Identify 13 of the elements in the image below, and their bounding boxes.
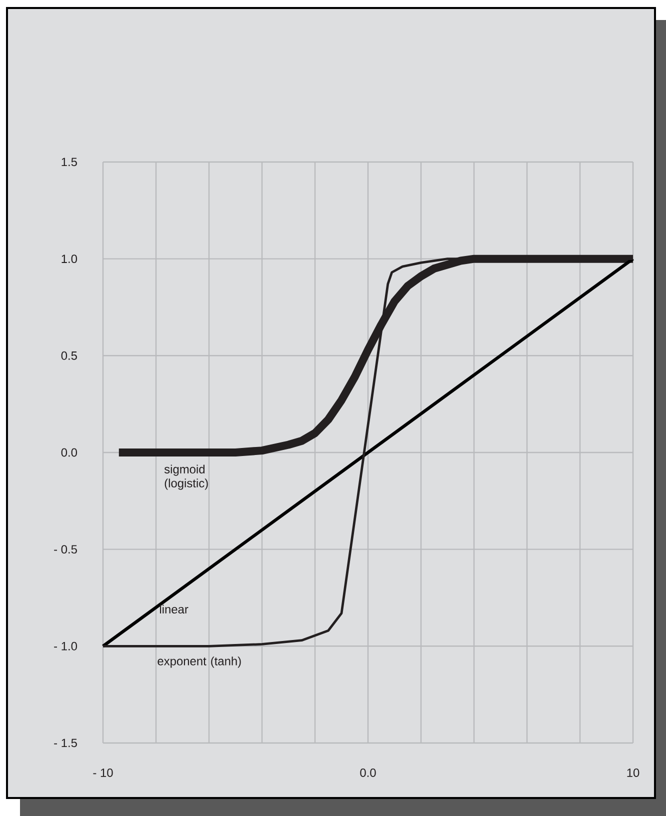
y-tick-label: 0.5: [61, 351, 77, 360]
series-label: sigmoid (logistic): [164, 464, 208, 490]
y-tick-label: - 1.0: [54, 642, 78, 650]
y-tick-label: - 1.5: [54, 738, 77, 748]
series-label: linear: [160, 604, 188, 614]
y-tick-label: 1.0: [62, 254, 78, 264]
y-tick-label: 0.0: [61, 448, 78, 457]
x-tick-label: 0.0: [360, 768, 376, 777]
y-tick-label: 1.5: [62, 158, 77, 166]
series-label: exponent (tanh): [158, 656, 241, 668]
y-tick-label: - 0.5: [54, 545, 77, 554]
x-tick-label: - 10: [93, 768, 113, 777]
x-tick-label: 10: [627, 768, 640, 777]
